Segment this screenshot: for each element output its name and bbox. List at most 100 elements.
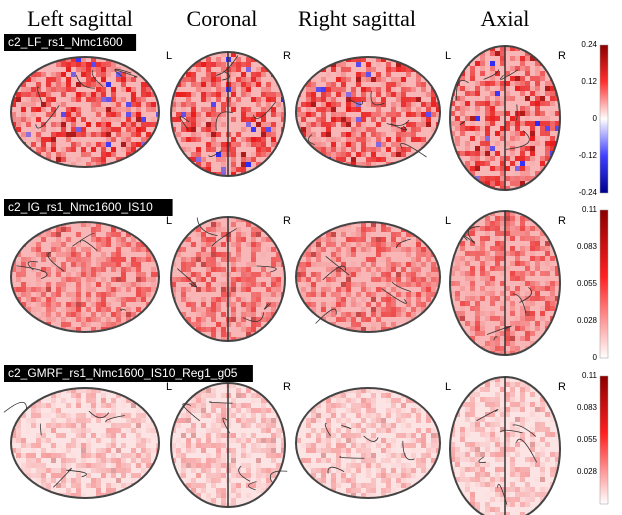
voxel (116, 102, 121, 107)
voxel (271, 307, 276, 312)
voxel (500, 407, 505, 412)
voxel (206, 443, 211, 448)
voxel (181, 473, 186, 478)
voxel (515, 216, 520, 221)
voxel (171, 327, 176, 332)
voxel (510, 432, 515, 437)
voxel (91, 67, 96, 72)
voxel (411, 473, 416, 478)
voxel (206, 142, 211, 147)
voxel (515, 156, 520, 161)
voxel (510, 261, 515, 266)
voxel (141, 292, 146, 297)
voxel (411, 112, 416, 117)
voxel (186, 57, 191, 62)
voxel (231, 147, 236, 152)
voxel (31, 72, 36, 77)
voxel (211, 458, 216, 463)
voxel (66, 327, 71, 332)
voxel (525, 186, 530, 190)
voxel (316, 92, 321, 97)
voxel (495, 76, 500, 81)
voxel (455, 256, 460, 261)
voxel (276, 172, 281, 176)
voxel (46, 312, 51, 317)
voxel (236, 107, 241, 112)
voxel (545, 146, 550, 151)
voxel (450, 397, 455, 402)
voxel (151, 398, 156, 403)
voxel (171, 287, 176, 292)
voxel (21, 463, 26, 468)
voxel (326, 438, 331, 443)
voxel (91, 483, 96, 488)
voxel (495, 397, 500, 402)
voxel (396, 292, 401, 297)
voxel (16, 297, 21, 302)
voxel (21, 393, 26, 398)
voxel (281, 167, 286, 172)
voxel (21, 292, 26, 297)
voxel (151, 312, 156, 317)
voxel (281, 498, 286, 503)
voxel (331, 162, 336, 167)
voxel (136, 493, 141, 498)
voxel (81, 312, 86, 317)
voxel (111, 147, 116, 152)
voxel (51, 232, 56, 237)
voxel (515, 286, 520, 291)
voxel (406, 147, 411, 152)
voxel (41, 107, 46, 112)
voxel (485, 226, 490, 231)
voxel (106, 317, 111, 322)
voxel (431, 458, 436, 463)
voxel (141, 418, 146, 423)
voxel (515, 121, 520, 126)
voxel (96, 418, 101, 423)
voxel (211, 222, 216, 227)
voxel (321, 147, 326, 152)
voxel (540, 236, 545, 241)
voxel (66, 87, 71, 92)
voxel (66, 117, 71, 122)
voxel (510, 472, 515, 477)
voxel (525, 96, 530, 101)
voxel (406, 312, 411, 317)
voxel (211, 393, 216, 398)
voxel (480, 462, 485, 467)
voxel (500, 316, 505, 321)
voxel (386, 92, 391, 97)
voxel (211, 107, 216, 112)
voxel (336, 272, 341, 277)
voxel (56, 418, 61, 423)
voxel (106, 142, 111, 147)
voxel (66, 112, 71, 117)
voxel (221, 453, 226, 458)
voxel (495, 51, 500, 56)
voxel (401, 327, 406, 332)
voxel (81, 262, 86, 267)
voxel (530, 407, 535, 412)
voxel (246, 453, 251, 458)
voxel (555, 126, 560, 131)
voxel (151, 448, 156, 453)
voxel (276, 262, 281, 267)
voxel (381, 473, 386, 478)
voxel (256, 428, 261, 433)
voxel (91, 317, 96, 322)
voxel (26, 97, 31, 102)
voxel (11, 137, 16, 142)
voxel (296, 112, 301, 117)
voxel (296, 267, 301, 272)
voxel (46, 112, 51, 117)
voxel (455, 136, 460, 141)
voxel (341, 227, 346, 232)
voxel (266, 302, 271, 307)
voxel (336, 478, 341, 483)
voxel (246, 222, 251, 227)
voxel (46, 97, 51, 102)
voxel (500, 231, 505, 236)
voxel (361, 112, 366, 117)
voxel (336, 307, 341, 312)
voxel (535, 141, 540, 146)
